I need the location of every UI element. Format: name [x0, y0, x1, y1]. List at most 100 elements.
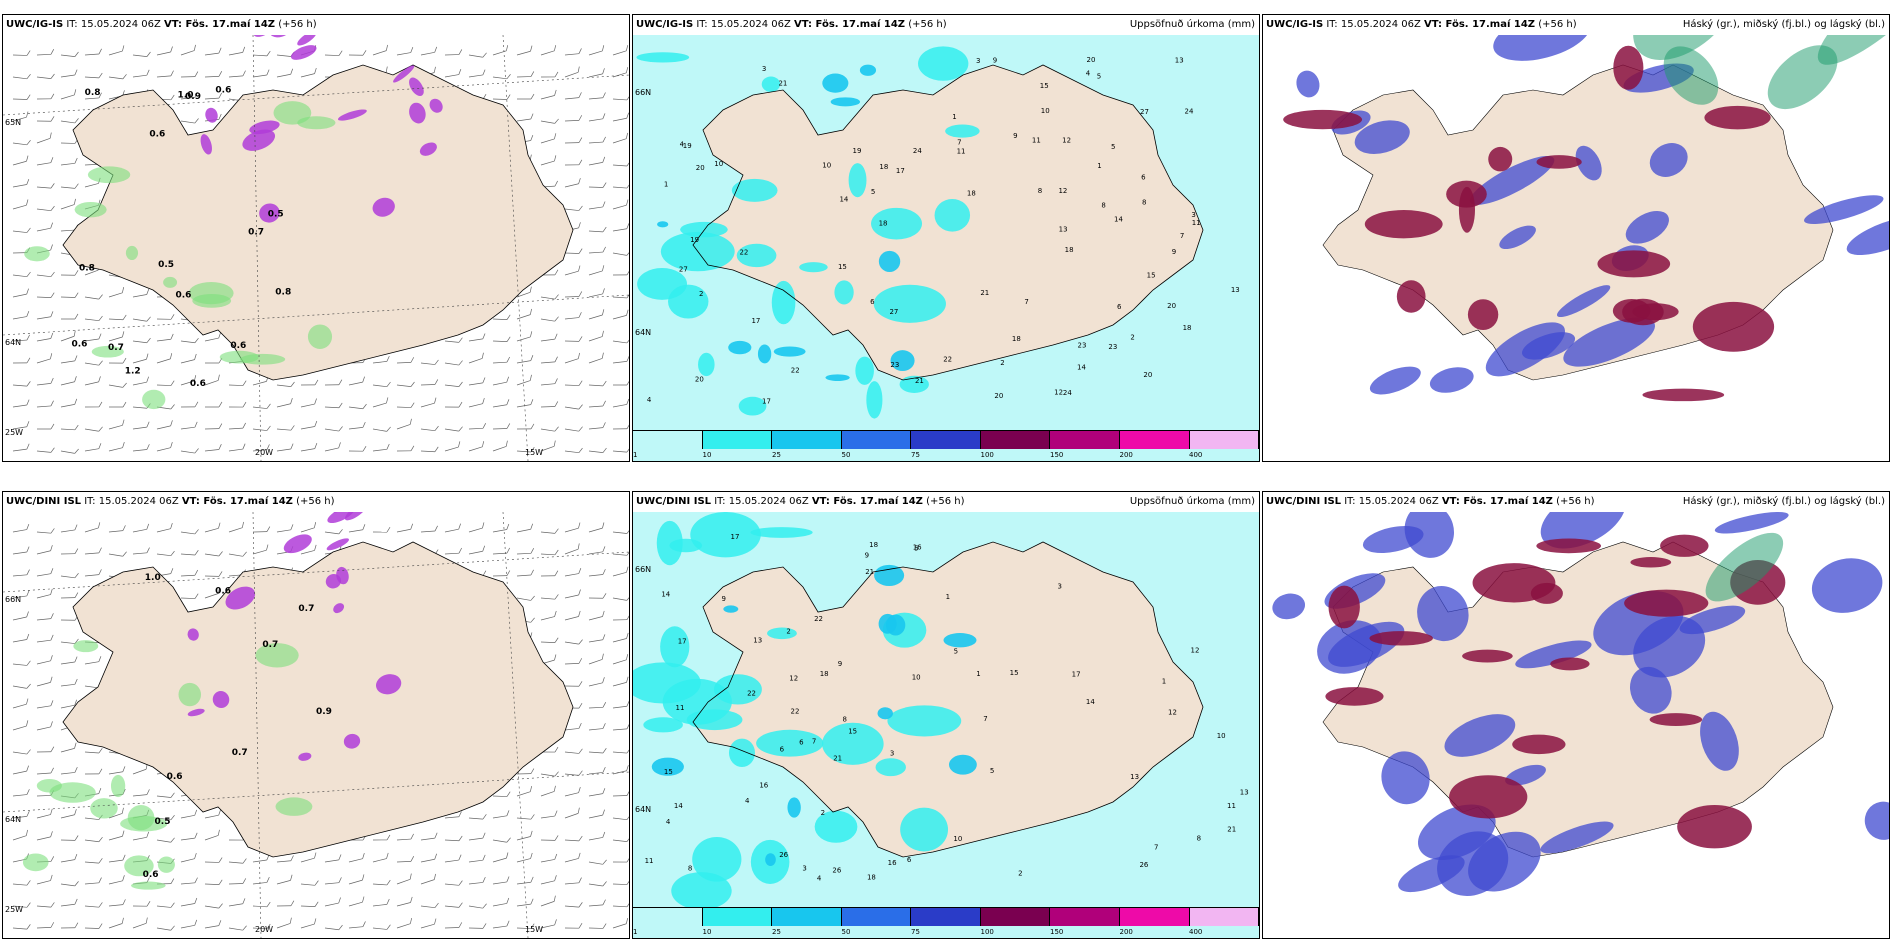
wind-barb	[228, 46, 246, 56]
wind-barb	[516, 898, 534, 907]
precip-value: 22	[943, 355, 952, 363]
precip-value: 14	[1114, 215, 1123, 223]
precip-value: 16	[888, 859, 897, 867]
legend-swatch	[1050, 431, 1120, 449]
legend-swatch	[1119, 431, 1190, 449]
wind-barb	[492, 570, 511, 577]
wind-barb	[612, 398, 629, 408]
wind-barb	[588, 748, 607, 754]
wind-barb	[228, 401, 247, 408]
legend-swatch	[633, 908, 703, 926]
low-cloud	[1362, 526, 1424, 554]
wind-barb	[612, 250, 629, 256]
wind-barb	[444, 337, 463, 343]
wind-barb	[204, 522, 221, 533]
wind-barb	[204, 857, 223, 863]
wind-barb	[84, 547, 102, 555]
init-time: IT: 15.05.2024 06Z	[66, 19, 165, 30]
wind-barb	[420, 832, 438, 841]
wind-barb	[564, 115, 583, 122]
wind-barb	[348, 853, 365, 863]
wind-barb	[252, 854, 270, 863]
convective-patch	[268, 35, 295, 38]
rain-patch	[255, 643, 299, 668]
lead-time: (+56 h)	[1538, 19, 1577, 30]
wind-barb	[12, 789, 30, 797]
precip-area	[671, 872, 732, 910]
wind-barb	[324, 426, 343, 432]
wind-barb	[516, 113, 534, 122]
wind-barb	[420, 525, 438, 533]
precip-value: 4	[1086, 70, 1091, 78]
wind-barb	[36, 634, 54, 643]
precip-area	[866, 381, 883, 419]
low-cloud	[1469, 155, 1555, 205]
precip-value: 2	[1000, 359, 1004, 367]
wind-barb	[588, 610, 605, 621]
wind-barb	[300, 420, 318, 430]
legend-tick: 200	[1119, 928, 1133, 936]
precip-area	[656, 520, 683, 566]
mid-cloud	[1283, 109, 1363, 130]
precip-value: 2	[786, 628, 790, 636]
low-cloud	[1499, 225, 1536, 250]
wind-barb	[468, 69, 486, 78]
wind-barb	[156, 353, 173, 364]
rain-patch	[73, 640, 99, 653]
wind-barb	[612, 676, 629, 687]
legend-tick: 400	[1189, 451, 1203, 459]
wind-barb	[108, 525, 126, 533]
wind-barb	[60, 313, 79, 320]
wind-barb	[588, 634, 606, 643]
precip-value: 11	[957, 148, 966, 156]
valid-time: VT: Fös. 17.maí 14Z	[164, 19, 276, 30]
wind-barb	[564, 380, 583, 386]
wind-barb	[36, 831, 53, 841]
high-cloud	[1817, 35, 1889, 65]
wind-barb	[12, 590, 30, 599]
wind-barb	[348, 524, 366, 533]
precip-value: 5	[1097, 72, 1101, 80]
precip-value: 2	[821, 809, 825, 817]
wind-barb	[252, 50, 271, 57]
precip-value: 11	[676, 704, 685, 712]
low-cloud	[1381, 751, 1430, 805]
wind-barb	[36, 157, 54, 166]
wind-barb	[588, 653, 604, 665]
mid-cloud	[1536, 155, 1582, 169]
wind-barb	[60, 292, 79, 298]
precip-area	[899, 375, 929, 393]
precip-value: 13	[1175, 57, 1184, 65]
wind-barb	[108, 331, 125, 342]
wind-barb	[612, 199, 629, 210]
wind-barb	[36, 568, 54, 577]
wind-barb	[60, 809, 77, 819]
wind-barb	[12, 94, 31, 100]
max-value-label: 0.8	[85, 88, 101, 98]
high-cloud	[1633, 35, 1739, 60]
mid-cloud	[1550, 657, 1590, 671]
low-cloud	[1417, 586, 1469, 642]
precip-value: 6	[780, 746, 785, 754]
wind-barb	[396, 873, 412, 885]
wind-barb	[396, 523, 414, 533]
lead-time: (+56 h)	[296, 496, 335, 507]
wind-barb	[156, 380, 175, 386]
wind-barb	[84, 92, 102, 100]
wind-barb	[588, 156, 606, 166]
convective-patch	[326, 538, 349, 551]
rain-patch	[24, 246, 50, 262]
weather-map: 0.5 0.7 0.9 0.6 0.7 0.6 0.6 0.7 1.0 20W 15W 25W 66N 6…	[3, 512, 629, 938]
wind-barb	[156, 837, 175, 843]
wind-barb	[588, 182, 607, 188]
grid-label: 15W	[525, 448, 543, 457]
precip-value: 24	[913, 147, 922, 155]
wind-barb	[516, 331, 533, 342]
wind-barb	[204, 47, 222, 56]
wind-barb	[84, 836, 103, 843]
precip-value: 20	[1087, 56, 1096, 64]
wind-barb	[588, 136, 606, 144]
wind-barb	[348, 421, 366, 430]
convective-patch	[343, 733, 361, 749]
wind-barb	[180, 337, 199, 344]
